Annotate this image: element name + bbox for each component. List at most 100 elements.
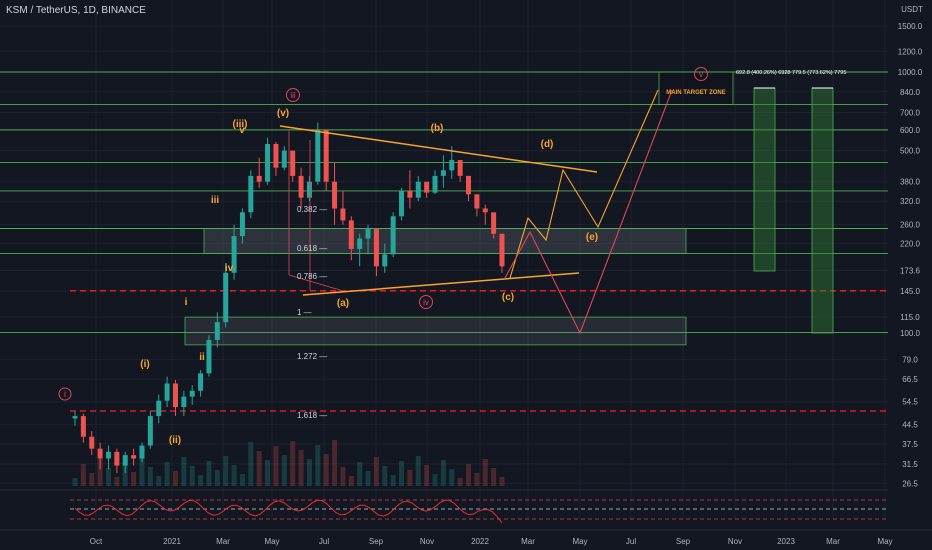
fib-label: 1.272 — [297,352,327,361]
candle-body [248,175,254,213]
candle-body [340,208,346,221]
volume-bar [248,442,254,486]
support-box [184,316,687,346]
price-tick-label: 26.5 [902,479,918,488]
volume-bar [332,440,338,486]
wave-label: (a) [337,298,349,309]
candle-body [164,383,170,401]
wave-circle [694,67,708,81]
candle-body [290,150,296,176]
price-tick-label: 380.0 [900,178,921,187]
wave-label: i [185,297,188,308]
candle-body [114,451,120,466]
price-tick-label: 320.0 [900,197,921,206]
fib-label: 0.786 — [297,272,327,281]
candle-body [415,181,421,198]
candle-body [491,212,497,234]
volume-bar [198,475,204,486]
candle-body [440,170,446,176]
time-tick-label: Sep [676,537,691,546]
candle-body [172,383,178,408]
volume-bar [373,457,379,486]
volume-bar [181,457,187,486]
price-tick-label: 79.0 [902,356,918,365]
symbol-title[interactable]: KSM / TetherUS, 1D, BINANCE [6,5,146,16]
candle-body [348,220,354,249]
time-tick-label: Mar [216,537,230,546]
volume-bar [206,461,212,486]
price-tick-label: 100.0 [900,329,921,338]
candle-body [449,160,455,171]
candle-body [198,373,204,391]
candle-body [357,238,363,249]
time-tick-label: Jul [319,537,329,546]
time-tick-label: Sep [369,537,384,546]
candle-body [206,339,212,374]
price-tick-label: 1200.0 [898,47,923,56]
volume-bar [273,446,279,486]
time-tick-label: Jul [626,537,636,546]
bullish-projection [509,89,659,279]
wave-label: (ii) [169,435,181,446]
target-zone-box [658,71,734,105]
currency-label: USDT [901,5,923,14]
time-tick-label: Nov [420,537,434,546]
volume-bar [223,456,229,486]
volume-bar [357,462,363,486]
volume-bar [399,461,405,486]
volume-bar [499,477,505,486]
time-tick-label: May [264,537,279,546]
volume-bar [382,466,388,486]
volume-bar [440,460,446,486]
candle-body [72,416,78,419]
fib-line [288,274,341,291]
candle-body [298,175,304,198]
candle-body [181,396,187,408]
wave-label: iii [290,91,296,100]
volume-bar [290,441,296,486]
fib-label: 1.618 — [297,411,327,420]
candle-body [131,455,137,459]
volume-bar [315,445,321,486]
volume-bar [256,451,262,486]
volume-bar [306,459,312,486]
time-tick-label: Nov [728,537,742,546]
volume-bar [415,456,421,486]
candle-body [231,236,237,273]
triangle-upper-line [279,125,598,173]
price-tick-label: 840.0 [900,88,921,97]
wave-label: (b) [431,123,444,134]
candle-body [432,175,438,193]
wave-label: v [699,70,703,79]
time-tick-label: 2021 [163,537,181,546]
candle-body [457,160,463,176]
candle-body [256,175,262,182]
volume-bar [449,469,455,486]
candle-body [281,150,287,168]
candle-body [156,400,162,417]
price-axis-background [888,0,932,550]
volume-bar [131,472,137,486]
time-axis[interactable]: Oct 2021 Mar May Jul Sep Nov 2022 Mar May Jul Sep No… [0,529,932,546]
wave-label: i [64,389,66,399]
wave-label: iii [211,195,220,206]
volume-bar [466,464,472,486]
price-tick-label: 1000.0 [898,68,923,77]
target-zone-label: MAIN TARGET ZONE [666,90,726,96]
volume-bar [164,462,170,486]
volume-bar [122,463,128,486]
wave-circle [419,295,433,309]
candle-body [97,448,103,459]
candle-body [273,144,279,168]
time-tick-label: 2023 [777,537,795,546]
wave-label: v [239,125,245,136]
fib-label: 1 — [297,308,312,317]
candle-body [306,181,312,198]
volume-bar [424,465,430,486]
volume-bar [323,454,329,486]
volume-bar [474,473,480,486]
price-tick-label: 145.0 [900,287,921,296]
price-axis[interactable]: USDT 1500.0 1200.0 1000.0 840.0 700.0 600.0 500… [888,0,932,550]
candle-body [265,144,271,182]
